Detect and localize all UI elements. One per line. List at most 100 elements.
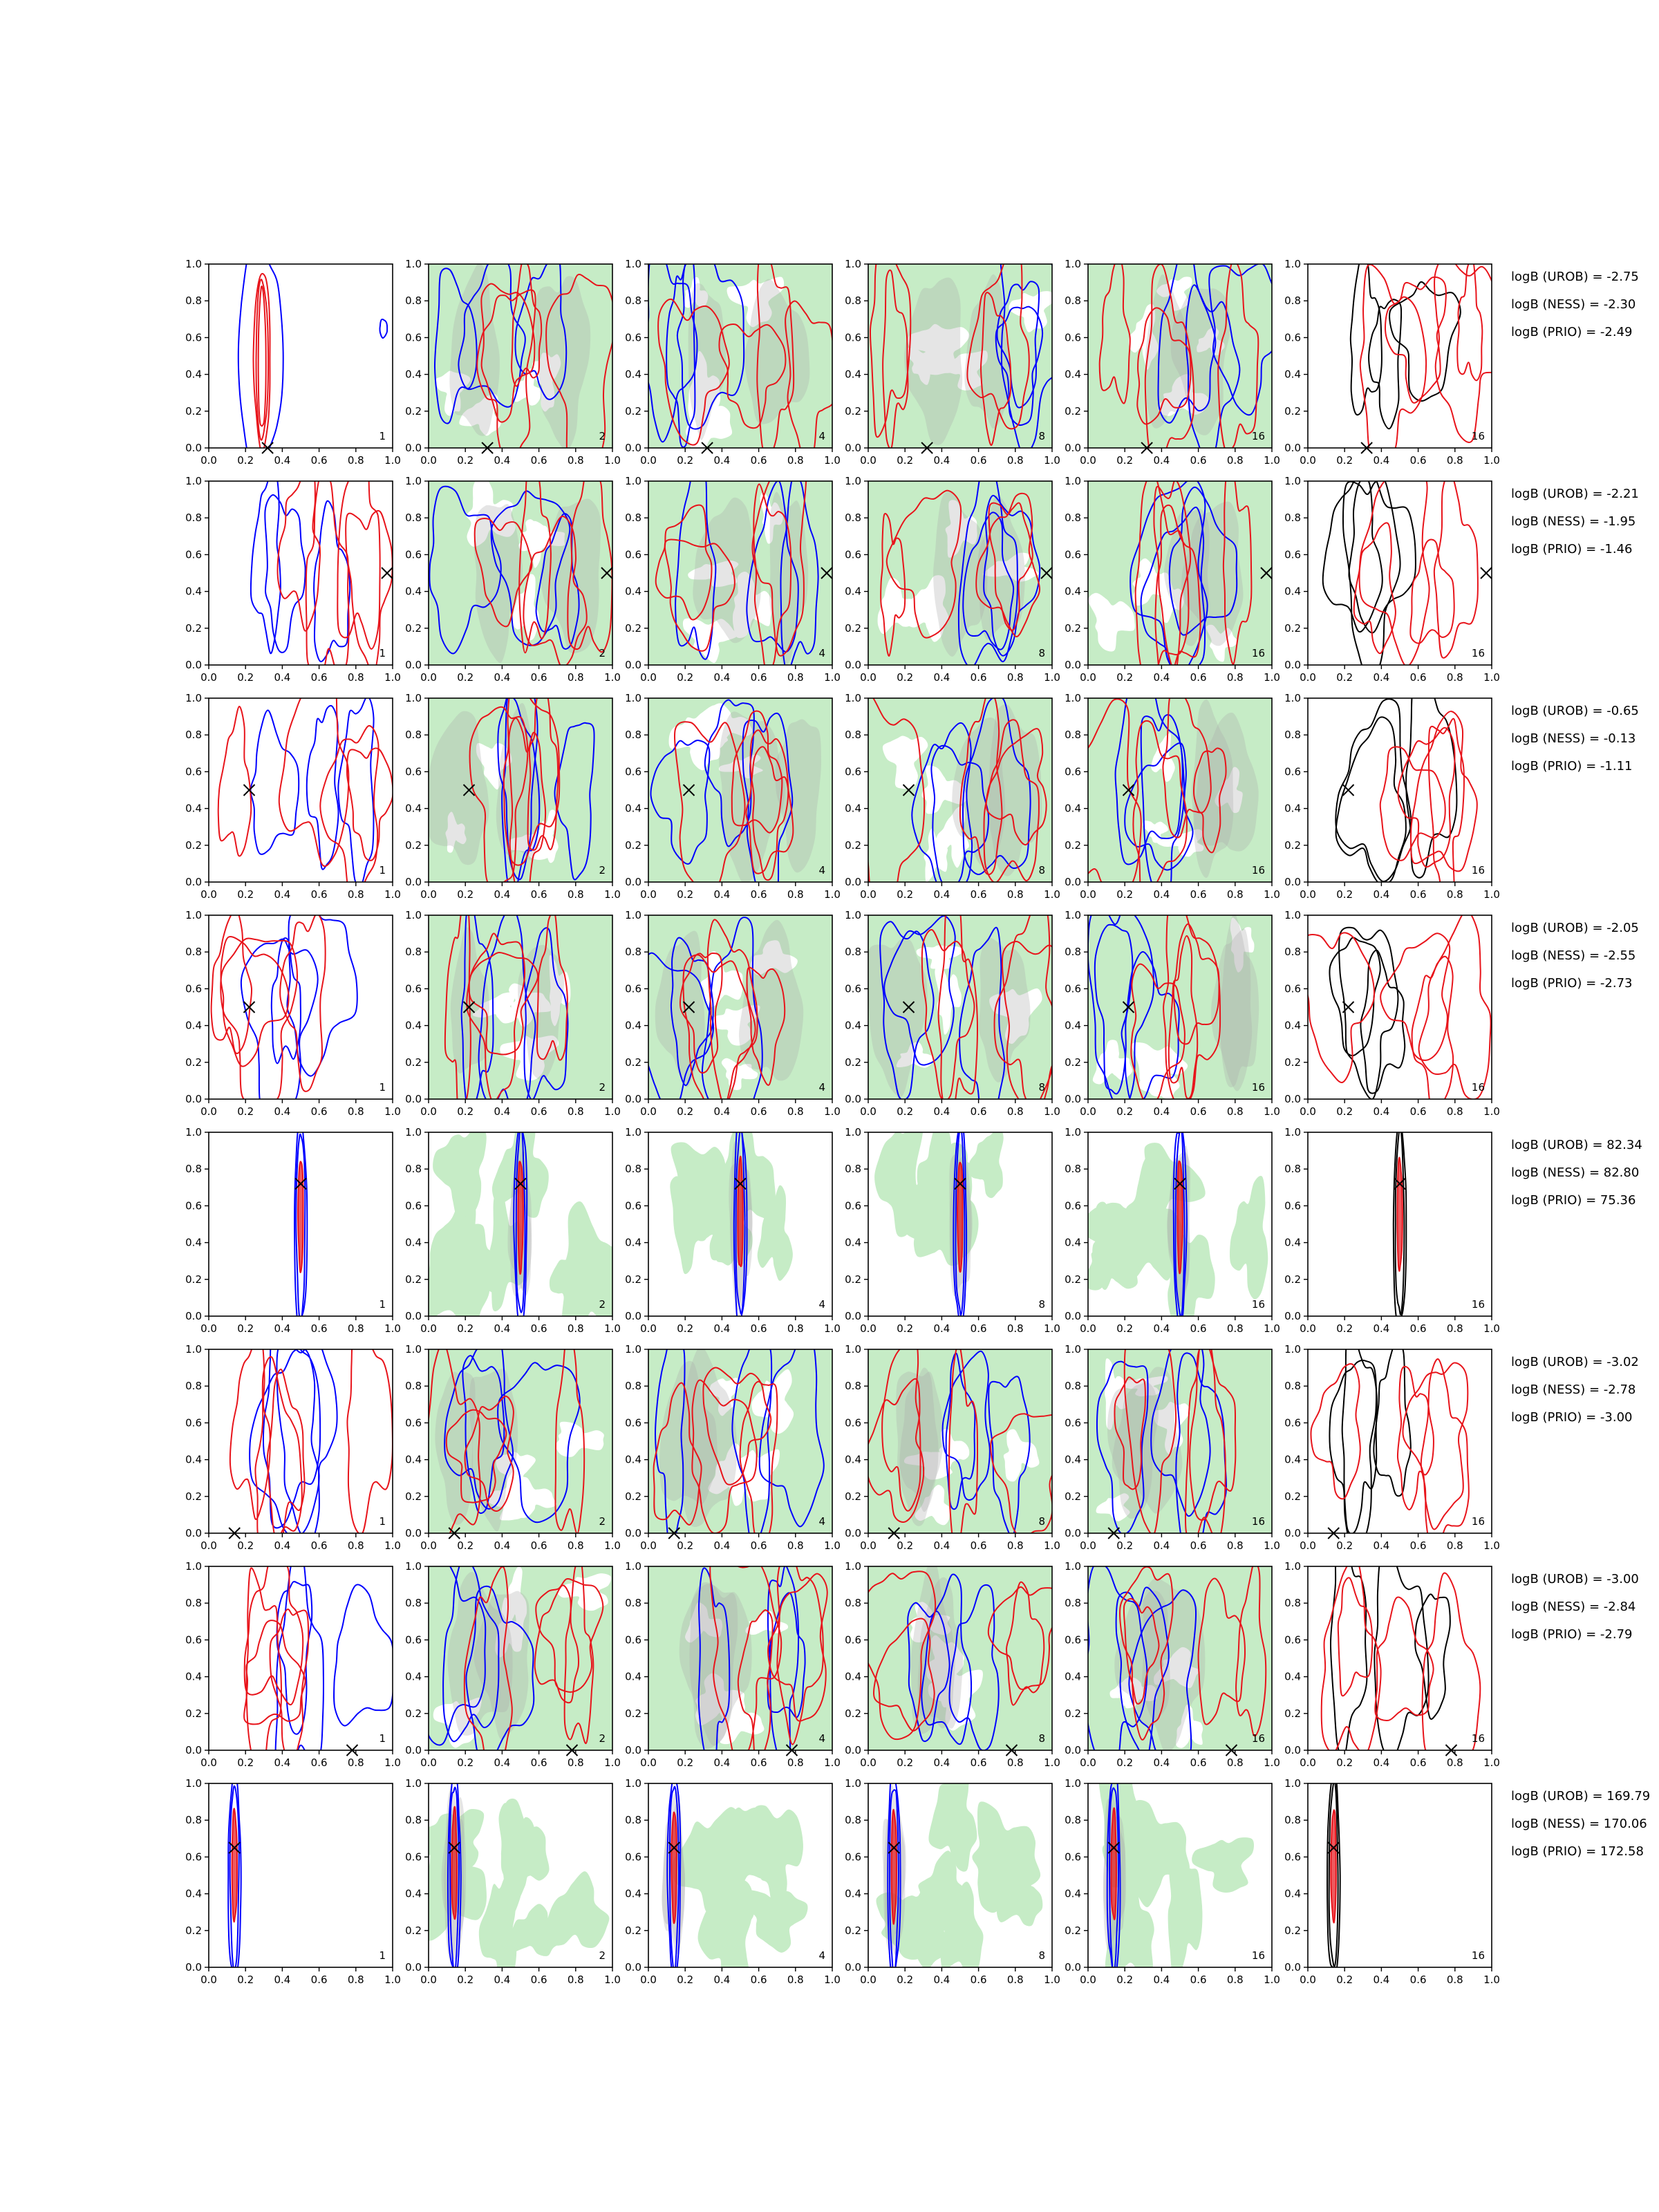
y-tick-label: 0.2 <box>845 839 861 852</box>
x-tick-label: 0.4 <box>713 1539 730 1552</box>
primary-contour-line <box>1329 1359 1377 1533</box>
red-contour-line <box>1320 1566 1382 1750</box>
x-tick-label: 0.4 <box>1373 454 1389 467</box>
y-tick-label: 0.4 <box>845 1671 861 1683</box>
gray-density-region <box>964 274 1011 429</box>
x-tick-label: 0.8 <box>1447 888 1463 901</box>
y-tick-label: 1.0 <box>1284 1126 1301 1138</box>
panel-sample-label: 16 <box>1472 864 1485 877</box>
x-tick-label: 0.4 <box>1153 1105 1170 1118</box>
y-tick-label: 0.0 <box>1284 1527 1301 1539</box>
panel-sample-label: 16 <box>1252 1298 1265 1311</box>
y-tick-label: 0.8 <box>405 294 422 307</box>
y-tick-label: 1.0 <box>1065 1343 1081 1356</box>
mid-contour-line <box>515 1132 526 1313</box>
mid-contour-line <box>889 1789 899 1967</box>
y-tick-label: 0.6 <box>185 1416 202 1429</box>
y-tick-label: 0.4 <box>1065 1020 1081 1032</box>
y-tick-label: 0.0 <box>1065 659 1081 671</box>
panel-r8-c4: 0.0 0.2 0.4 0.6 0.8 1.0 0.0 0.2 0.4 0.6 0.8 1.0 8 <box>845 1777 1060 1986</box>
red-contour-line <box>345 509 393 665</box>
x-tick-label: 0.0 <box>200 888 217 901</box>
y-tick-label: 0.8 <box>1284 512 1301 524</box>
x-tick-label: 1.0 <box>604 454 621 467</box>
y-tick-label: 0.4 <box>1284 1237 1301 1249</box>
primary-contour-line <box>429 485 502 655</box>
x-tick-label: 0.8 <box>1227 1756 1244 1769</box>
red-contour-line <box>1132 720 1188 882</box>
x-tick-label: 0.8 <box>1227 671 1244 684</box>
panel-contours <box>429 915 612 1099</box>
red-contour-line <box>444 915 471 1099</box>
x-tick-label: 0.0 <box>860 1322 877 1335</box>
x-tick-label: 0.6 <box>971 888 987 901</box>
y-tick-label: 0.6 <box>625 765 641 778</box>
mid-contour-line <box>295 1133 306 1316</box>
primary-contour-line <box>1329 937 1381 1057</box>
x-tick-label: 0.0 <box>200 1974 217 1986</box>
x-tick-label: 0.2 <box>897 1756 913 1769</box>
x-tick-label: 0.8 <box>787 1974 804 1986</box>
x-tick-label: 0.6 <box>1190 671 1207 684</box>
x-tick-label: 0.0 <box>420 1756 437 1769</box>
red-contour-line <box>885 489 962 639</box>
red-contour-line <box>220 937 299 1099</box>
logB-annotation: logB (UROB) = -3.02 <box>1511 1355 1639 1369</box>
y-tick-label: 0.0 <box>1284 1093 1301 1105</box>
panel-frame <box>428 1783 613 1968</box>
red-contour-line <box>966 264 1030 430</box>
x-tick-label: 0.8 <box>348 1539 364 1552</box>
logB-annotation: logB (NESS) = -2.78 <box>1511 1382 1635 1397</box>
x-tick-label: 0.2 <box>1336 1539 1353 1552</box>
panel-r7-c2: 0.0 0.2 0.4 0.6 0.8 1.0 0.0 0.2 0.4 0.6 0.8 1.0 2 <box>405 1560 621 1769</box>
x-tick-label: 0.6 <box>311 1974 328 1986</box>
true-parameter-marker <box>1260 567 1273 579</box>
panel-frame <box>428 915 613 1100</box>
true-parameter-marker <box>462 784 476 796</box>
panel-sample-label: 2 <box>599 1732 606 1745</box>
x-tick-label: 1.0 <box>1483 1322 1500 1335</box>
red-contour-line <box>993 915 1052 1099</box>
x-tick-label: 0.0 <box>1300 454 1316 467</box>
y-tick-label: 0.0 <box>1065 876 1081 888</box>
white-gap-region <box>435 371 471 416</box>
red-contour-line <box>1359 264 1427 448</box>
primary-contour-line <box>1414 1593 1451 1720</box>
y-tick-label: 1.0 <box>625 1777 641 1790</box>
primary-contour-line <box>701 917 763 1099</box>
logB-annotation: logB (PRIO) = 75.36 <box>1511 1193 1635 1208</box>
red-contour-line <box>257 285 267 427</box>
panel-contours <box>1088 1349 1272 1533</box>
y-tick-label: 0.4 <box>845 1888 861 1900</box>
red-contour-line <box>254 1356 303 1533</box>
red-contour-line <box>1136 307 1192 425</box>
panel-sample-label: 16 <box>1252 647 1265 659</box>
red-contour-line <box>1418 915 1492 1099</box>
y-tick-label: 0.6 <box>845 1199 861 1212</box>
panel-frame <box>1307 1349 1492 1534</box>
y-tick-label: 0.2 <box>625 405 641 418</box>
gray-density-region <box>978 937 1031 1082</box>
outer-contour-line <box>1172 1132 1188 1316</box>
y-tick-label: 0.4 <box>625 1671 641 1683</box>
panel-sample-label: 4 <box>818 1515 825 1528</box>
panel-contours <box>648 481 832 665</box>
panel-frame <box>1087 263 1273 449</box>
panel-sample-label: 16 <box>1252 1515 1265 1528</box>
x-tick-label: 0.0 <box>200 1322 217 1335</box>
panel-contours <box>250 481 393 665</box>
red-contour-line <box>1409 711 1478 872</box>
true-parameter-marker <box>902 1001 915 1013</box>
x-tick-label: 0.4 <box>1373 1539 1389 1552</box>
primary-contour-line <box>1360 949 1406 1094</box>
x-tick-label: 0.0 <box>1300 671 1316 684</box>
mid-contour-line <box>229 1785 240 1967</box>
y-tick-label: 0.4 <box>1284 1454 1301 1466</box>
y-tick-label: 0.0 <box>845 1527 861 1539</box>
y-tick-label: 0.4 <box>1284 368 1301 381</box>
x-tick-label: 0.4 <box>274 888 290 901</box>
y-tick-label: 0.8 <box>1284 294 1301 307</box>
x-tick-label: 0.4 <box>933 1974 950 1986</box>
y-tick-label: 0.2 <box>185 1490 202 1503</box>
y-tick-label: 1.0 <box>185 475 202 487</box>
